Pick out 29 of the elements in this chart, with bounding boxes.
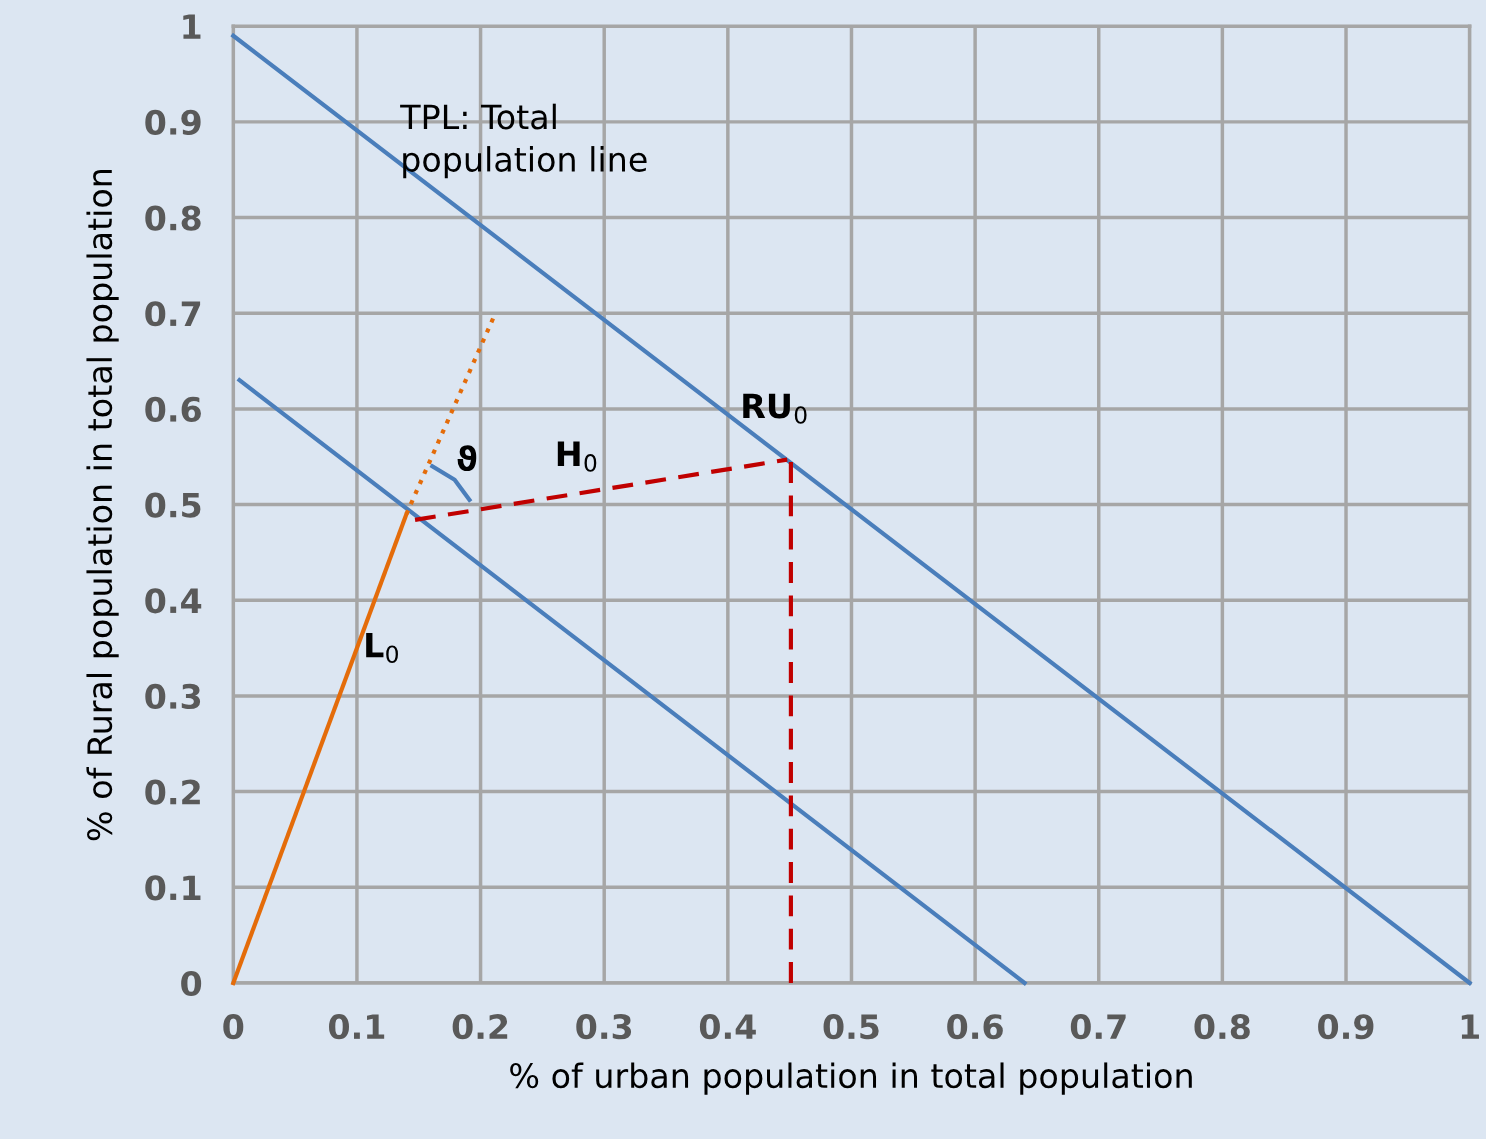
- annotation: L$_{0}$: [366, 632, 398, 664]
- x-tick-label: 0.8: [1194, 1014, 1250, 1040]
- x-tick-label: 0.1: [329, 1014, 385, 1040]
- x-tick-label: 0.5: [823, 1014, 879, 1040]
- y-tick-label: 0.2: [145, 779, 200, 805]
- x-tick-label: 0.7: [1070, 1014, 1126, 1040]
- x-tick-label: 0.4: [699, 1014, 756, 1040]
- x-tick-label: 0.3: [576, 1014, 632, 1040]
- y-tick-label: 0.5: [145, 492, 201, 518]
- x-tick-label: 0.2: [452, 1014, 508, 1040]
- y-tick-label: 0.3: [145, 683, 201, 710]
- y-axis-title: % of Rural population in total population: [86, 169, 119, 841]
- annotation: ϑ: [457, 445, 477, 472]
- y-tick-label: 0.1: [145, 875, 201, 901]
- y-tick-label: 0.9: [145, 109, 201, 136]
- x-axis-title: % of urban population in total population: [510, 1062, 1192, 1095]
- x-tick-label: 0.9: [1318, 1014, 1374, 1040]
- annotation: RU$_{0}$: [743, 393, 807, 424]
- x-tick-label: 0.6: [947, 1014, 1003, 1040]
- x-tick-label: 0: [223, 1014, 244, 1040]
- annotation: H$_{0}$: [557, 441, 597, 472]
- x-tick-label: 1: [1461, 1014, 1479, 1039]
- annotation: TPL: Total population line: [400, 103, 647, 179]
- y-tick-label: 1: [183, 14, 201, 39]
- y-tick-label: 0: [181, 970, 202, 997]
- y-tick-label: 0.8: [145, 205, 201, 231]
- y-tick-label: 0.7: [145, 301, 201, 327]
- y-tick-label: 0.4: [145, 588, 202, 614]
- y-tick-label: 0.6: [145, 396, 201, 423]
